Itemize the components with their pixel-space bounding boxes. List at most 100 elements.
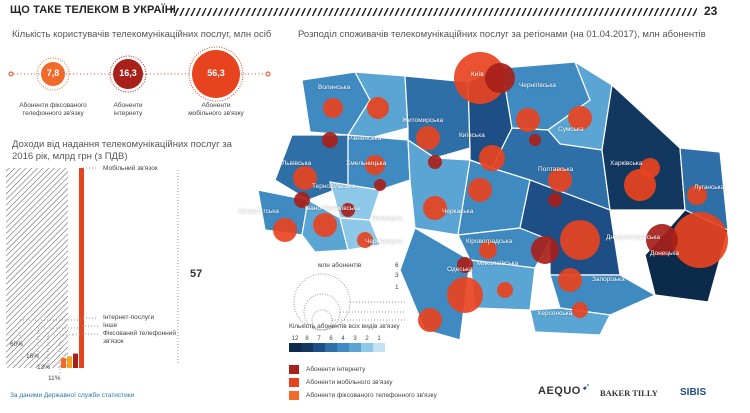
color-legend-value: 6	[329, 336, 333, 342]
region-label: Сумська	[558, 126, 584, 133]
region-label: Харківська	[610, 160, 643, 167]
swatch-fixed	[289, 391, 299, 400]
map-bubble	[485, 63, 515, 93]
map-bubble	[529, 134, 541, 146]
color-legend-value: 4	[341, 336, 345, 342]
ukraine-map	[257, 52, 729, 340]
map-bubble	[273, 218, 297, 242]
type-legend-internet: Абоненти інтернету	[306, 366, 366, 373]
region-kherson	[529, 307, 611, 336]
bubble-mobile	[192, 50, 240, 98]
map-bubble	[672, 212, 728, 268]
bubble-internet-value: 16,3	[119, 68, 137, 78]
region-label: Чернігівська	[519, 82, 557, 89]
revenue-bar-1	[73, 353, 78, 368]
color-legend-swatch	[325, 343, 337, 352]
bubble-mobile-label: Абоненти мобільного зв'язку	[188, 102, 244, 117]
bubble-internet-label: Абоненти інтернету	[113, 102, 143, 117]
map-bubble	[313, 213, 337, 237]
map-bubble	[323, 98, 343, 118]
header-hatch-decoration	[172, 8, 697, 16]
revenue-bar-3	[61, 358, 66, 368]
page-number: 23	[704, 4, 718, 18]
pct-other: 13%	[37, 364, 51, 371]
map-bubble	[558, 268, 582, 292]
map-bubble	[294, 192, 310, 208]
revenue-total: 57	[190, 268, 203, 280]
region-label: Волинська	[318, 84, 351, 91]
map-bubble	[374, 179, 386, 191]
users-heading: Кількість користувачів телекомунікаційни…	[12, 29, 272, 40]
swatch-mobile	[289, 378, 299, 387]
region-label: Донецька	[650, 250, 680, 257]
bubble-mobile-value: 56,3	[207, 68, 225, 78]
region-label: Тернопільська	[312, 183, 356, 190]
region-label: Закарпатська	[238, 208, 279, 215]
region-odesa	[399, 227, 471, 340]
region-label: Херсонська	[537, 310, 573, 317]
map-bubble	[560, 220, 600, 260]
color-legend-value: 1	[377, 336, 381, 342]
size-legend-3: 3	[395, 272, 399, 279]
source-note: За даними Державної служби статистики	[10, 392, 135, 399]
bubble-internet	[113, 59, 143, 89]
region-label: Житомирська	[402, 117, 444, 124]
map-bubble	[687, 185, 707, 205]
type-legend-fixed: Абоненти фіксованого телефонного зв'язку	[306, 392, 437, 399]
label-internet: Інтернет-послуги	[103, 314, 155, 321]
type-legend-swatches	[289, 365, 299, 400]
label-other: Інше	[103, 322, 118, 329]
size-legend-1: 1	[395, 284, 399, 291]
size-legend	[293, 273, 405, 331]
color-legend-value: 7	[317, 336, 321, 342]
region-label: Рівненська	[348, 135, 382, 142]
color-legend-value: 3	[353, 336, 357, 342]
region-label: Вінницька	[372, 215, 403, 222]
map-bubble	[572, 302, 588, 318]
map-bubble	[468, 178, 492, 202]
page-title: ЩО ТАКЕ ТЕЛЕКОМ В УКРАЇНІ	[10, 4, 176, 16]
swatch-internet	[289, 365, 299, 374]
type-legend-mobile: Абоненти мобільного зв'язку	[306, 379, 393, 386]
region-lviv	[274, 134, 349, 201]
pct-mobile: 60%	[10, 341, 24, 348]
map-heading: Розподіл споживачів телекомунікаційних п…	[298, 29, 706, 40]
size-legend-6: 6	[395, 262, 399, 269]
logo-sibis: SIBIS	[680, 387, 707, 398]
color-legend-swatch	[313, 343, 325, 352]
map-bubble	[479, 241, 497, 259]
region-label: Хмельницька	[346, 160, 387, 167]
revenue-bar-0	[79, 168, 84, 368]
region-label: Київська	[459, 132, 485, 139]
map-bubble	[418, 308, 442, 332]
size-legend-title: млн абонентів	[318, 262, 362, 269]
color-legend-swatch	[289, 343, 301, 352]
map-bubble	[531, 236, 559, 264]
logo-baker-tilly: BAKER TILLY	[600, 388, 658, 398]
map-bubble	[416, 126, 440, 150]
color-legend-value: 12	[292, 336, 299, 342]
region-label: Львівська	[282, 160, 312, 167]
region-label: Черкаська	[442, 208, 474, 215]
region-label: Дніпропетровська	[606, 234, 660, 241]
map-bubble	[447, 277, 483, 313]
map-bubble	[497, 282, 513, 298]
map-bubble	[428, 155, 442, 169]
users-bubbles	[8, 46, 271, 102]
color-legend-title: Кількість абонентів всіх видів зв'язку	[289, 323, 400, 330]
label-fixed: Фіксований телефонний зв'язок	[103, 330, 177, 345]
map-bubble	[423, 196, 447, 220]
map-bubble	[479, 145, 505, 171]
color-legend-swatch	[337, 343, 349, 352]
color-legend-value: 2	[365, 336, 369, 342]
map-bubble	[568, 106, 592, 130]
map-bubble	[548, 168, 572, 192]
region-label: Миколаївська	[477, 260, 519, 267]
region-label: Одеська	[447, 266, 473, 273]
revenue-heading: Доходи від надання телекомунікаційних по…	[12, 139, 232, 162]
color-legend-swatch	[361, 343, 373, 352]
pct-fixed: 11%	[48, 375, 61, 382]
pct-internet: 16%	[26, 353, 40, 360]
label-mobile: Мобільний зв'язок	[103, 165, 158, 172]
color-legend: 12 8 7 6 4 3 2 1	[289, 336, 385, 352]
